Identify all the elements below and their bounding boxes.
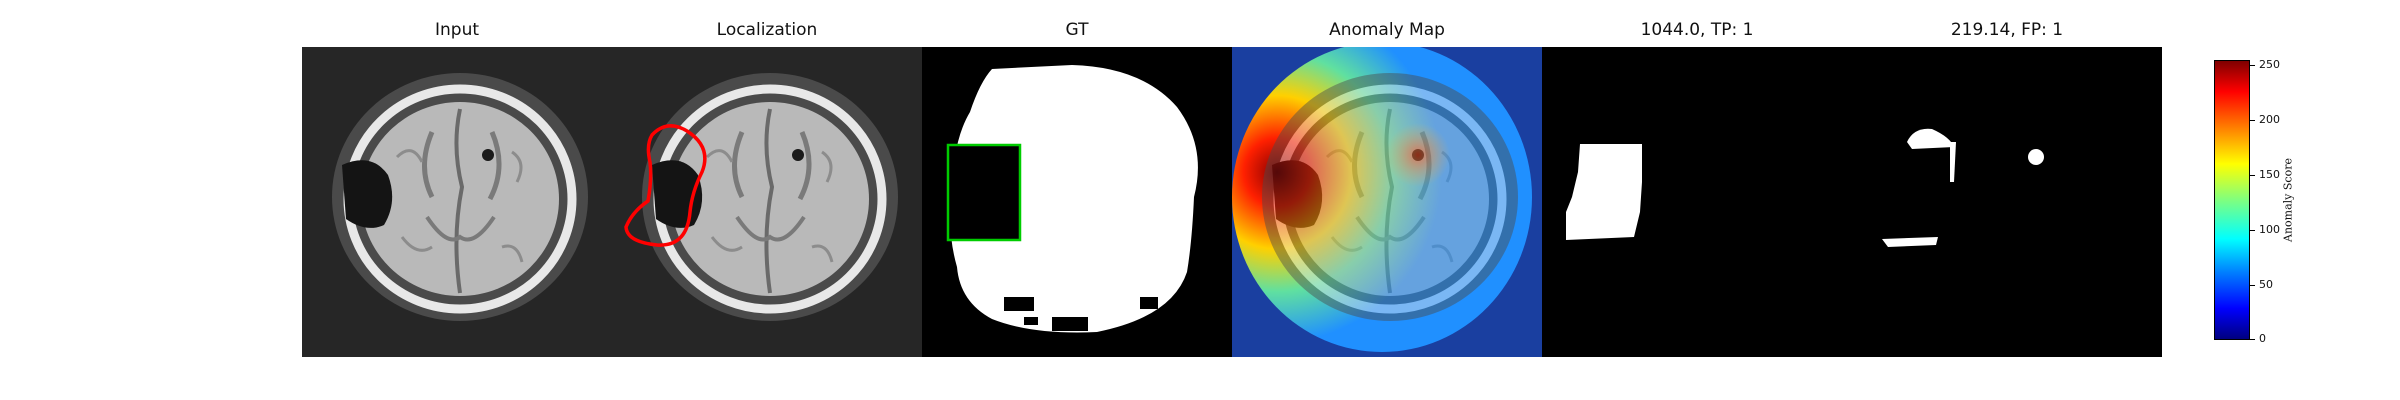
- input-panel-title: Input: [434, 20, 480, 40]
- colorbar-tick-label: 100: [2259, 223, 2280, 236]
- colorbar-tick-mark: [2250, 339, 2255, 340]
- colorbar-tick-label: 250: [2259, 58, 2280, 71]
- tp-panel-title: 1044.0, TP: 1: [1640, 20, 1754, 40]
- colorbar-tick-mark: [2250, 230, 2255, 231]
- colorbar-tick-mark: [2250, 120, 2255, 121]
- localization-panel-title: Localization: [716, 20, 818, 40]
- colorbar-tick-mark: [2250, 175, 2255, 176]
- colorbar-label: Anomaly Score: [2281, 158, 2295, 242]
- anomaly-score-colorbar: [2214, 60, 2250, 340]
- gt-box: [946, 143, 1022, 242]
- fp-panel-title: 219.14, FP: 1: [1950, 20, 2064, 40]
- colorbar-tick-label: 150: [2259, 168, 2280, 181]
- tp-mask: [1542, 47, 1852, 357]
- anomaly-map-image: [1232, 47, 1542, 357]
- anomaly-map-panel-title: Anomaly Map: [1329, 20, 1445, 40]
- colorbar-tick-label: 200: [2259, 113, 2280, 126]
- input-image: [302, 47, 612, 357]
- gt-panel-title: GT: [1065, 20, 1089, 40]
- localization-contour: [624, 124, 707, 247]
- colorbar-tick-label: 0: [2259, 332, 2266, 345]
- colorbar-tick-label: 50: [2259, 278, 2273, 291]
- colorbar-tick-mark: [2250, 285, 2255, 286]
- gt-mask: [922, 47, 1232, 357]
- colorbar-tick-mark: [2250, 65, 2255, 66]
- localization-image: [612, 47, 922, 357]
- fp-mask: [1852, 47, 2162, 357]
